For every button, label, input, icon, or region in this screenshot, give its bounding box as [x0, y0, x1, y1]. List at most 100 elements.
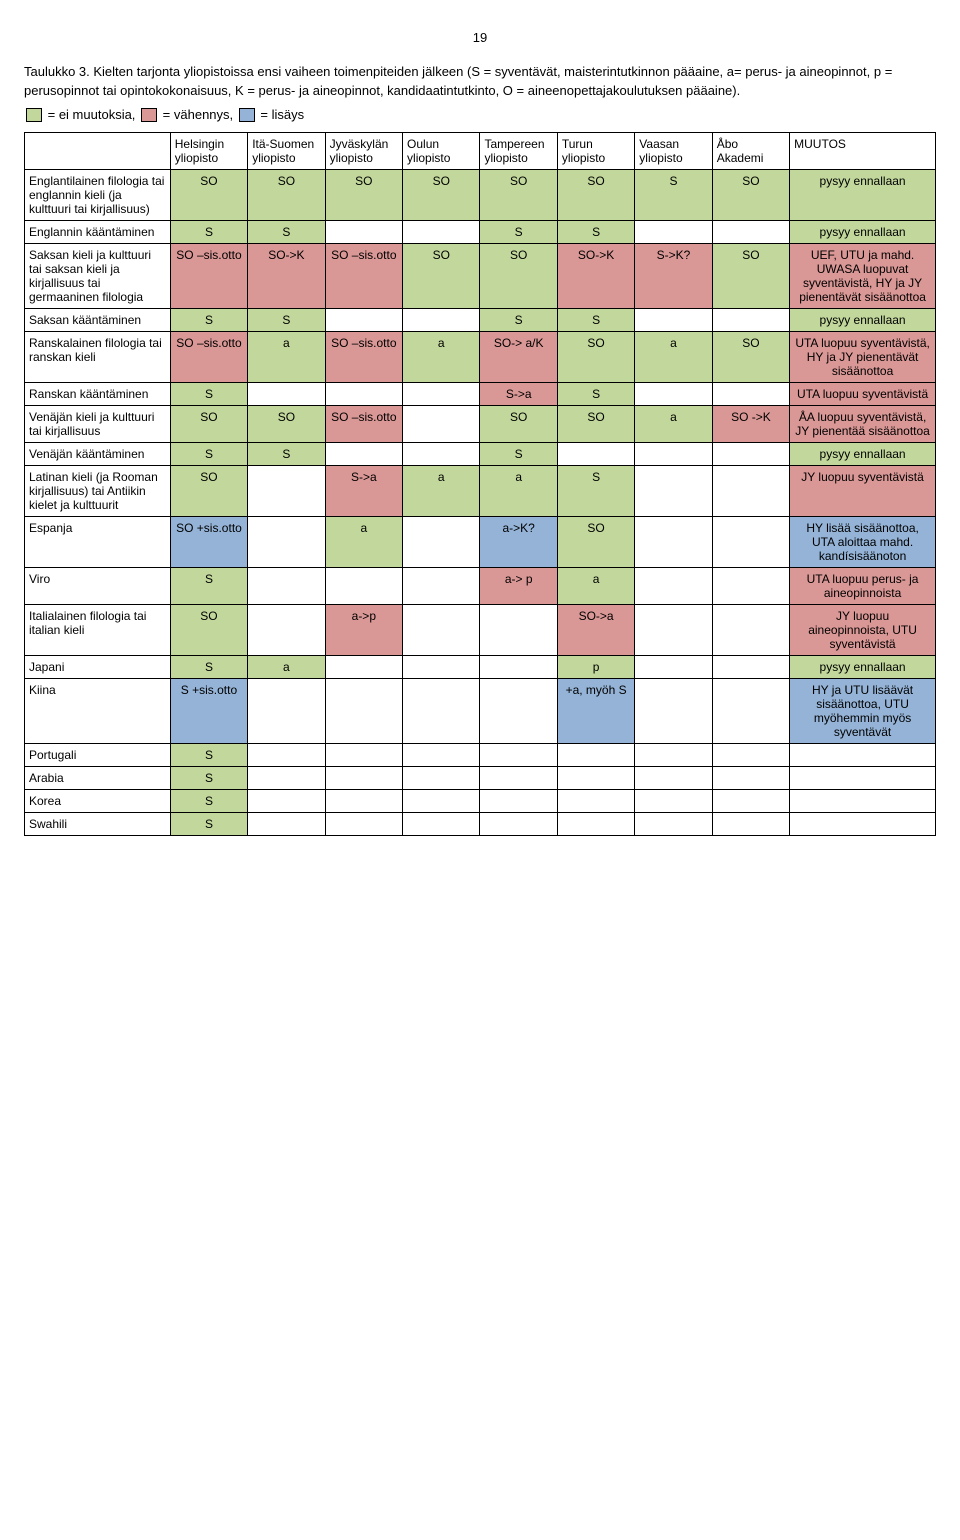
data-cell — [325, 383, 402, 406]
data-cell — [248, 568, 325, 605]
row-label: Espanja — [25, 517, 171, 568]
data-cell: SO — [403, 170, 480, 221]
data-cell — [403, 443, 480, 466]
data-cell: a — [248, 656, 325, 679]
table-row: EspanjaSO +sis.ottoaa->K?SOHY lisää sisä… — [25, 517, 936, 568]
data-cell — [712, 443, 789, 466]
data-cell — [403, 767, 480, 790]
data-cell — [325, 443, 402, 466]
data-cell — [248, 383, 325, 406]
data-cell — [480, 656, 557, 679]
col-header: Itä-Suomen yliopisto — [248, 133, 325, 170]
data-cell: S — [170, 744, 247, 767]
data-cell — [712, 221, 789, 244]
muutos-cell: pysyy ennallaan — [790, 656, 936, 679]
muutos-cell: pysyy ennallaan — [790, 443, 936, 466]
data-cell — [403, 679, 480, 744]
col-header: Jyväskylän yliopisto — [325, 133, 402, 170]
table-row: JapaniSappysyy ennallaan — [25, 656, 936, 679]
data-cell: p — [557, 656, 634, 679]
table-header-row: Helsingin yliopistoItä-Suomen yliopistoJ… — [25, 133, 936, 170]
data-cell — [557, 443, 634, 466]
data-cell — [635, 679, 712, 744]
legend: = ei muutoksia, = vähennys, = lisäys — [24, 107, 936, 123]
data-cell — [325, 679, 402, 744]
table-row: KiinaS +sis.otto+a, myöh SHY ja UTU lisä… — [25, 679, 936, 744]
muutos-cell — [790, 744, 936, 767]
muutos-cell: UTA luopuu syventävistä, HY ja JY pienen… — [790, 332, 936, 383]
data-cell — [403, 813, 480, 836]
muutos-cell: UEF, UTU ja mahd. UWASA luopuvat syventä… — [790, 244, 936, 309]
table-row: Venäjän kieli ja kulttuuri tai kirjallis… — [25, 406, 936, 443]
data-cell — [712, 605, 789, 656]
data-cell — [480, 790, 557, 813]
table-row: KoreaS — [25, 790, 936, 813]
data-cell: SO — [248, 170, 325, 221]
table-row: Ranskalainen filologia tai ranskan kieli… — [25, 332, 936, 383]
data-cell: SO->a — [557, 605, 634, 656]
data-cell — [403, 605, 480, 656]
data-cell: SO — [403, 244, 480, 309]
data-cell — [635, 767, 712, 790]
data-cell: SO — [557, 170, 634, 221]
data-cell: S — [248, 309, 325, 332]
data-cell: a — [403, 332, 480, 383]
data-cell: S — [170, 767, 247, 790]
data-cell — [557, 744, 634, 767]
data-cell — [248, 466, 325, 517]
data-cell — [635, 568, 712, 605]
row-label: Venäjän kääntäminen — [25, 443, 171, 466]
data-cell — [403, 568, 480, 605]
data-cell — [248, 790, 325, 813]
col-header — [25, 133, 171, 170]
data-cell — [403, 383, 480, 406]
data-cell: SO — [712, 332, 789, 383]
data-cell — [712, 656, 789, 679]
data-cell — [480, 679, 557, 744]
col-header: Helsingin yliopisto — [170, 133, 247, 170]
data-cell: S — [557, 383, 634, 406]
data-cell — [248, 767, 325, 790]
data-cell — [325, 744, 402, 767]
data-cell: S — [170, 383, 247, 406]
row-label: Kiina — [25, 679, 171, 744]
legend-swatch-blue — [239, 108, 255, 122]
table-row: Englannin kääntäminenSSSSpysyy ennallaan — [25, 221, 936, 244]
data-cell: SO — [557, 406, 634, 443]
data-cell: S — [480, 309, 557, 332]
data-cell — [557, 790, 634, 813]
table-row: Saksan kieli ja kulttuuri tai saksan kie… — [25, 244, 936, 309]
data-cell — [480, 744, 557, 767]
data-cell — [712, 517, 789, 568]
data-cell — [635, 813, 712, 836]
data-cell: SO — [712, 244, 789, 309]
data-cell: SO — [325, 170, 402, 221]
data-cell: a — [403, 466, 480, 517]
row-label: Saksan kieli ja kulttuuri tai saksan kie… — [25, 244, 171, 309]
table-row: Venäjän kääntäminenSSSpysyy ennallaan — [25, 443, 936, 466]
muutos-cell — [790, 767, 936, 790]
muutos-cell: JY luopuu syventävistä — [790, 466, 936, 517]
row-label: Arabia — [25, 767, 171, 790]
data-cell — [248, 517, 325, 568]
data-cell — [325, 813, 402, 836]
muutos-cell: JY luopuu aineopinnoista, UTU syventävis… — [790, 605, 936, 656]
legend-text-3: = lisäys — [260, 107, 304, 122]
data-cell — [403, 517, 480, 568]
data-cell — [403, 221, 480, 244]
data-cell: SO — [557, 517, 634, 568]
data-cell — [248, 744, 325, 767]
data-cell — [403, 406, 480, 443]
data-cell: S — [557, 466, 634, 517]
data-cell — [325, 568, 402, 605]
row-label: Swahili — [25, 813, 171, 836]
data-cell: S — [170, 443, 247, 466]
data-cell — [325, 767, 402, 790]
row-label: Englannin kääntäminen — [25, 221, 171, 244]
table-row: PortugaliS — [25, 744, 936, 767]
table-row: ViroSa-> paUTA luopuu perus- ja aineopin… — [25, 568, 936, 605]
muutos-cell: HY ja UTU lisäävät sisäänottoa, UTU myöh… — [790, 679, 936, 744]
data-cell: SO — [480, 406, 557, 443]
data-cell — [480, 605, 557, 656]
table-row: ArabiaS — [25, 767, 936, 790]
